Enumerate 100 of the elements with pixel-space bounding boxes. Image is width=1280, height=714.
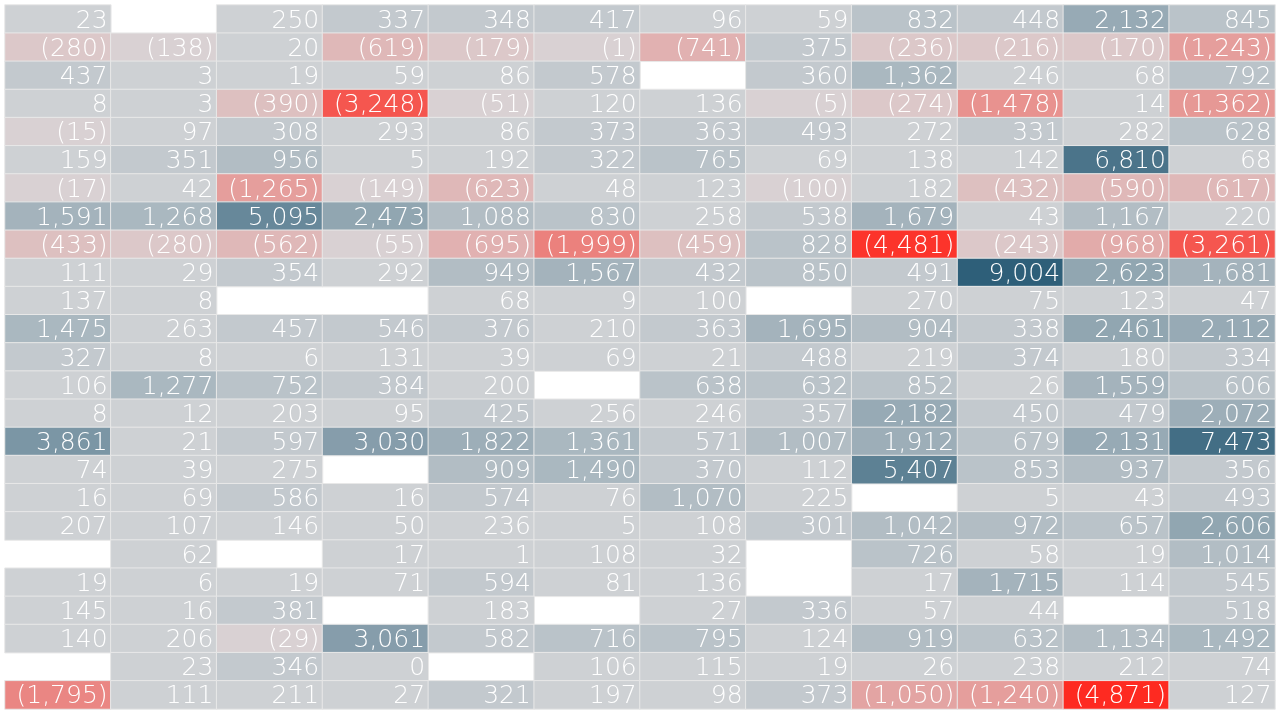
data-label: 1,088 [459,201,531,231]
data-label: (4,871) [1074,680,1166,710]
data-label: 3,061 [353,624,426,654]
data-label: 1,912 [882,426,955,456]
data-label: (433) [40,229,108,259]
data-label: 374 [1012,342,1061,372]
data-label: 1,362 [882,60,955,90]
data-label: (459) [675,229,743,259]
data-label: 479 [1118,398,1166,428]
data-label: 381 [271,595,320,625]
data-label: 538 [800,201,849,231]
data-label: 1,490 [565,455,637,485]
data-label: 336 [800,595,849,625]
data-label: 949 [483,258,531,288]
data-label: 578 [589,60,637,90]
data-label: 348 [483,4,531,34]
data-label: 1,042 [882,511,955,541]
data-label: 765 [694,145,743,175]
data-label: 1,134 [1094,624,1166,654]
data-label: 360 [800,60,849,90]
data-label: 2,131 [1094,426,1166,456]
data-label: 1,567 [565,258,637,288]
data-label: 972 [1012,511,1061,541]
data-label: 354 [271,258,320,288]
data-label: (623) [463,173,531,203]
data-label: 830 [589,201,637,231]
data-label: 331 [1012,117,1061,147]
data-label: 308 [271,117,320,147]
data-label: 657 [1118,511,1166,541]
data-label: (3,248) [334,89,426,119]
data-label: 417 [589,4,637,34]
data-label: 828 [800,229,849,259]
data-label: 597 [271,426,320,456]
data-label: (695) [463,229,531,259]
data-label: 792 [1224,60,1272,90]
data-label: 375 [800,32,849,62]
data-label: 909 [483,455,531,485]
data-label: 546 [377,314,426,344]
data-label: 638 [694,370,743,400]
data-label: 437 [59,60,108,90]
data-label: 338 [1012,314,1061,344]
data-label: (1,999) [545,229,637,259]
data-label: 7,473 [1200,426,1272,456]
data-label: (1,265) [228,173,320,203]
data-label: 450 [1012,398,1061,428]
data-label: (617) [1204,173,1272,203]
data-label: 956 [271,145,320,175]
data-label: 1,715 [988,567,1061,597]
data-label: 493 [1224,483,1272,513]
data-label: 716 [589,624,637,654]
data-label: 1,167 [1094,201,1166,231]
data-label: 357 [800,398,849,428]
data-label: 3,861 [36,426,108,456]
data-label: 3,030 [353,426,426,456]
data-label: 351 [165,145,214,175]
data-label: 432 [694,258,743,288]
data-label: 518 [1224,595,1272,625]
data-label: 853 [1012,455,1061,485]
data-label: (968) [1098,229,1166,259]
data-label: (4,481) [863,229,955,259]
data-label: 488 [800,342,849,372]
data-label: 2,623 [1094,258,1166,288]
data-label: 606 [1224,370,1272,400]
data-label: (619) [357,32,426,62]
data-label: 594 [483,567,531,597]
data-label: 628 [1224,117,1272,147]
data-label: 321 [483,680,531,710]
data-label: (590) [1098,173,1166,203]
data-label: 334 [1224,342,1272,372]
data-label: 327 [59,342,108,372]
data-label: 1,070 [671,483,743,513]
data-label: 574 [483,483,531,513]
data-label: 1,695 [776,314,849,344]
data-label: 1,007 [776,426,849,456]
data-label: 852 [906,370,955,400]
data-label: 384 [377,370,426,400]
data-label: (1,240) [969,680,1061,710]
data-label: 373 [589,117,637,147]
data-label: 1,492 [1200,624,1272,654]
data-label: (1,478) [969,89,1061,119]
data-label: (1,050) [863,680,955,710]
data-label: 795 [694,624,743,654]
data-label: 2,132 [1094,4,1166,34]
data-label: 571 [694,426,743,456]
data-label: (432) [992,173,1061,203]
data-label: 5,407 [882,455,955,485]
data-label: 5,095 [247,201,320,231]
data-label: 2,461 [1094,314,1166,344]
data-label: 2,182 [882,398,955,428]
data-label: 1,361 [565,426,637,456]
data-label: (3,261) [1180,229,1272,259]
data-label: 845 [1224,4,1272,34]
data-label: 373 [800,680,849,710]
data-label: 850 [800,258,849,288]
data-label: 919 [906,624,955,654]
data-label: 1,559 [1094,370,1166,400]
data-label: 6,810 [1094,145,1166,175]
data-label: 376 [483,314,531,344]
data-label: 1,475 [36,314,108,344]
data-label: 425 [483,398,531,428]
